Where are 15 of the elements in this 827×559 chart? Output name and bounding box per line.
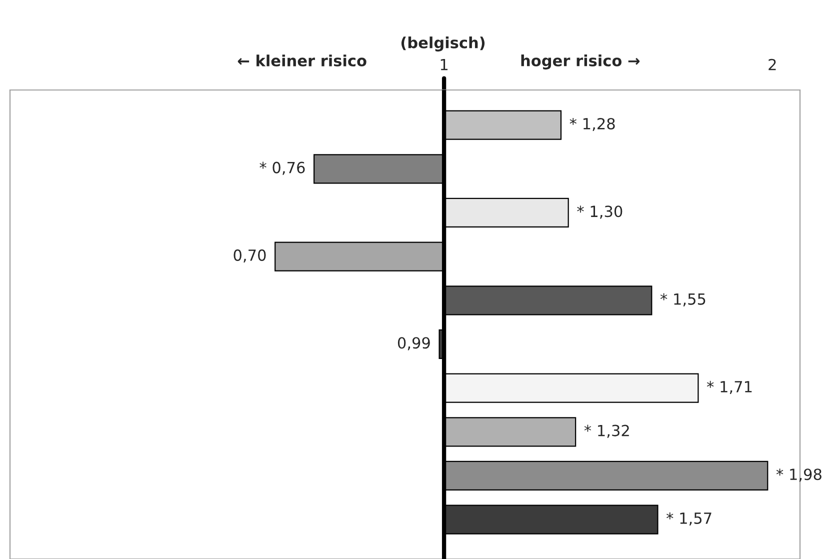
data-label: * 0,76 <box>260 162 305 175</box>
x-tick-label: 1 <box>440 59 448 70</box>
data-label: 0,70 <box>234 249 266 263</box>
data-label: 0,99 <box>398 337 430 350</box>
data-label: * 1,57 <box>666 512 712 526</box>
data-label: * 1,55 <box>660 293 706 306</box>
data-label: * 1,30 <box>577 206 622 219</box>
data-label: * 1,28 <box>570 118 615 132</box>
data-label: * 1,98 <box>776 468 822 482</box>
text: hoger risico → <box>521 54 640 70</box>
data-label: * 1,32 <box>584 424 629 438</box>
text: (belgisch) <box>401 36 485 52</box>
x-tick-label: 2 <box>768 58 776 70</box>
text: ← kleiner risico <box>238 54 366 66</box>
data-label: * 1,71 <box>706 380 752 394</box>
